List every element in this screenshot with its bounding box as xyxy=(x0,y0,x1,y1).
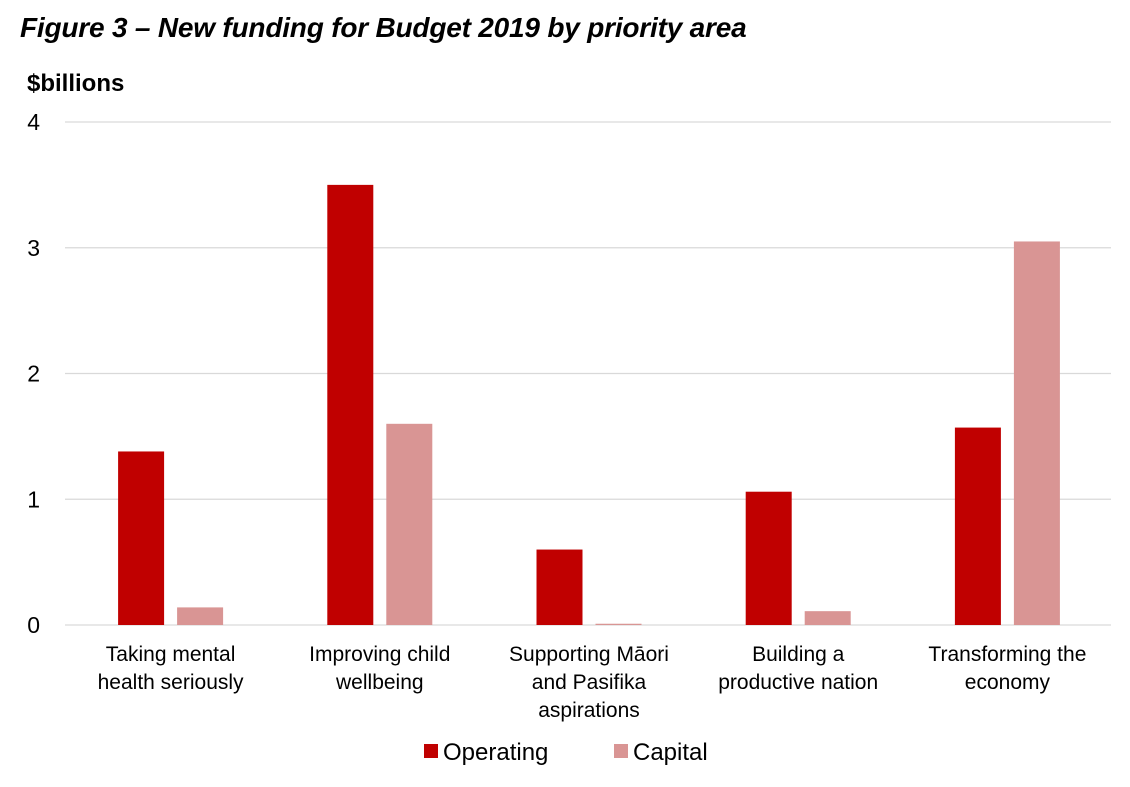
legend: Operating Capital xyxy=(424,739,708,766)
legend-label: Capital xyxy=(633,739,708,766)
bar-capital-1 xyxy=(386,423,433,625)
bar-capital-0 xyxy=(177,607,224,625)
bar-operating-3 xyxy=(745,491,792,625)
bar-operating-2 xyxy=(536,549,583,625)
y-tick-label: 2 xyxy=(27,361,40,387)
x-tick-label-line: aspirations xyxy=(538,699,640,722)
legend-swatch xyxy=(614,744,628,758)
x-tick-label: Supporting Māori and Pasifika aspirations xyxy=(509,643,669,722)
legend-item-capital: Capital xyxy=(614,739,708,766)
chart-title: Figure 3 – New funding for Budget 2019 b… xyxy=(20,12,747,43)
y-tick-label: 0 xyxy=(27,612,40,638)
bar-operating-0 xyxy=(118,451,165,625)
x-tick-label-line: and Pasifika xyxy=(532,671,647,694)
gridlines xyxy=(65,121,1111,626)
x-tick-label-line: Taking mental xyxy=(106,643,236,666)
x-tick-label: Taking mental health seriously xyxy=(98,643,244,694)
x-tick-label-line: Building a xyxy=(752,643,845,666)
x-tick-label-line: economy xyxy=(965,671,1051,694)
y-tick-label: 1 xyxy=(27,486,40,512)
bar-capital-2 xyxy=(595,623,642,625)
x-tick-label: Transforming the economy xyxy=(928,643,1086,694)
legend-swatch xyxy=(424,744,438,758)
bars xyxy=(118,184,1060,625)
x-tick-label-line: wellbeing xyxy=(335,671,424,694)
x-tick-label-line: productive nation xyxy=(718,671,878,694)
legend-label: Operating xyxy=(443,739,548,766)
y-tick-label: 3 xyxy=(27,235,40,261)
x-tick-label-line: health seriously xyxy=(98,671,244,694)
x-tick-label-line: Supporting Māori xyxy=(509,643,669,666)
y-tick-label: 4 xyxy=(27,109,40,135)
x-tick-label: Building a productive nation xyxy=(718,643,878,694)
x-tick-label: Improving child wellbeing xyxy=(309,643,450,694)
legend-item-operating: Operating xyxy=(424,739,548,766)
x-tick-label-line: Improving child xyxy=(309,643,450,666)
category-labels: Taking mental health seriously Improving c… xyxy=(98,643,1087,722)
y-axis-label: $billions xyxy=(27,70,125,97)
bar-capital-4 xyxy=(1013,241,1060,625)
bar-capital-3 xyxy=(804,611,851,625)
y-axis-ticks: 0 1 2 3 4 xyxy=(27,109,40,638)
bar-operating-1 xyxy=(327,184,374,625)
bar-operating-4 xyxy=(954,427,1001,625)
x-tick-label-line: Transforming the xyxy=(928,643,1086,666)
